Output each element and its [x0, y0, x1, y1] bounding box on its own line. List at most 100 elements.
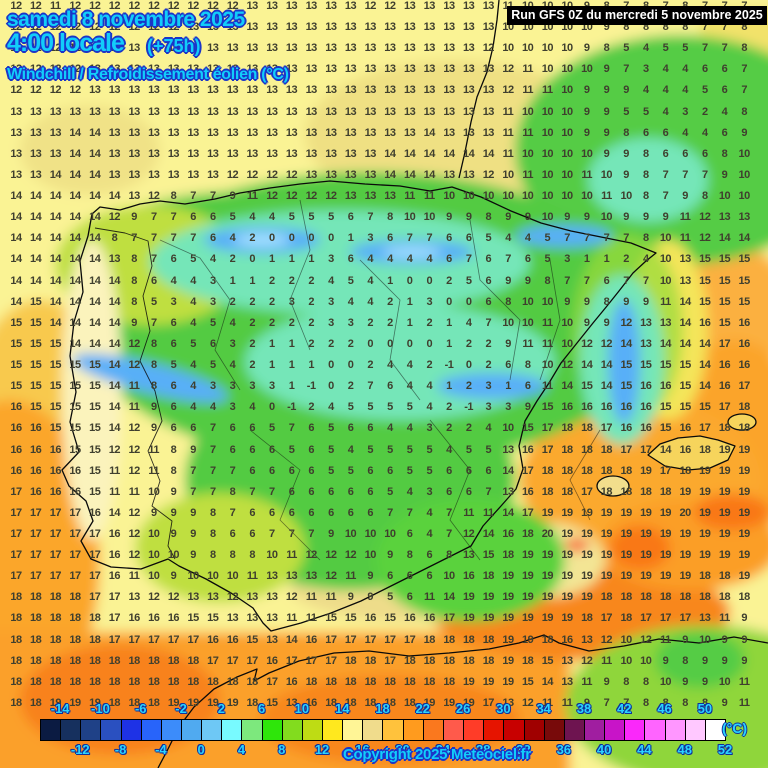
grid-value: 9	[229, 190, 236, 203]
scale-cell	[402, 719, 424, 741]
grid-value: 13	[108, 84, 121, 97]
grid-value: 17	[364, 633, 377, 646]
grid-value: 5	[544, 253, 551, 266]
grid-value: 19	[699, 549, 711, 562]
grid-value: 16	[266, 654, 278, 667]
grid-value: 6	[347, 253, 354, 266]
grid-value: 19	[522, 570, 534, 583]
grid-value: 13	[699, 612, 711, 625]
grid-value: 10	[344, 528, 357, 540]
grid-value: 13	[187, 147, 199, 160]
grid-value: 11	[128, 401, 140, 414]
grid-value: 9	[524, 211, 531, 224]
grid-value: 5	[367, 443, 374, 456]
grid-value: 13	[266, 633, 278, 646]
grid-value: 15	[30, 359, 42, 372]
grid-value: 13	[167, 84, 180, 97]
grid-value: 19	[423, 696, 436, 709]
grid-value: 12	[30, 42, 42, 55]
grid-value: 19	[581, 591, 593, 604]
grid-value: 13	[364, 84, 377, 97]
grid-value: 4	[249, 211, 255, 224]
grid-value: 12	[89, 42, 101, 55]
grid-value: -1	[287, 401, 296, 414]
grid-value: 6	[347, 485, 354, 498]
grid-value: 18	[561, 422, 573, 435]
grid-value: 2	[269, 316, 275, 329]
grid-value: 15	[246, 633, 259, 646]
grid-value: 13	[364, 168, 377, 181]
scale-cell	[704, 719, 727, 741]
grid-value: 17	[89, 549, 101, 562]
grid-value: 6	[721, 84, 728, 97]
scale-label-bottom: 40	[596, 742, 612, 757]
grid-value: 2	[485, 359, 492, 372]
grid-value: 18	[167, 675, 180, 688]
grid-value: 2	[308, 401, 314, 414]
grid-value: 4	[367, 274, 374, 287]
grid-value: 19	[561, 591, 573, 604]
grid-value: 5	[328, 211, 334, 224]
grid-value: 17	[600, 422, 613, 435]
grid-value: 10	[502, 42, 514, 55]
grid-value: 10	[226, 570, 239, 583]
grid-value: 13	[659, 316, 672, 329]
grid-value: 11	[148, 443, 160, 456]
grid-value: 10	[561, 42, 573, 55]
grid-value: 13	[108, 168, 121, 181]
grid-value: 18	[69, 612, 81, 625]
grid-value: 13	[285, 63, 298, 76]
grid-value: 13	[266, 84, 278, 97]
grid-value: 13	[246, 84, 259, 97]
grid-value: 10	[561, 105, 573, 118]
grid-value: 13	[305, 105, 318, 118]
grid-value: 16	[561, 633, 573, 646]
grid-value: 14	[423, 147, 436, 160]
grid-value: 17	[738, 380, 751, 393]
grid-value: 14	[69, 190, 81, 203]
scale-cell	[382, 719, 404, 741]
grid-value: 15	[659, 401, 672, 414]
grid-value: 4	[406, 485, 413, 498]
grid-value: 2	[308, 337, 314, 350]
grid-value: 6	[367, 422, 374, 435]
grid-value: 7	[288, 422, 295, 435]
grid-value: 0	[426, 274, 433, 287]
grid-value: 14	[699, 359, 711, 372]
grid-value: 9	[583, 211, 590, 224]
grid-value: 12	[620, 316, 632, 329]
grid-value: 13	[344, 126, 357, 139]
grid-value: 13	[384, 63, 396, 76]
grid-value: 16	[49, 464, 62, 477]
grid-value: 13	[502, 443, 514, 456]
grid-value: 10	[482, 190, 495, 203]
grid-value: 13	[128, 147, 140, 160]
grid-value: 13	[443, 21, 455, 34]
grid-value: 18	[30, 654, 42, 667]
grid-value: 8	[544, 274, 551, 287]
grid-value: 13	[285, 105, 298, 118]
grid-value: 1	[446, 316, 452, 329]
grid-value: 14	[285, 633, 298, 646]
grid-value: 6	[387, 380, 393, 393]
grid-value: 19	[679, 485, 691, 498]
grid-value: 18	[30, 633, 42, 646]
grid-value: 6	[170, 401, 177, 414]
grid-value: 13	[226, 42, 239, 55]
grid-value: 13	[10, 168, 22, 181]
grid-value: 14	[69, 316, 81, 329]
grid-value: 17	[49, 570, 62, 583]
grid-value: 13	[226, 84, 239, 97]
grid-value: 7	[249, 485, 255, 498]
grid-value: 10	[561, 126, 573, 139]
grid-value: 6	[367, 506, 374, 519]
grid-value: 14	[49, 211, 62, 224]
scale-label-bottom: 44	[637, 742, 652, 757]
grid-value: 15	[541, 654, 554, 667]
grid-value: 2	[387, 316, 393, 329]
grid-value: 13	[463, 84, 475, 97]
grid-value: 11	[660, 633, 671, 646]
grid-value: 14	[89, 190, 101, 203]
grid-value: 19	[718, 443, 731, 456]
grid-value: 5	[347, 464, 354, 477]
